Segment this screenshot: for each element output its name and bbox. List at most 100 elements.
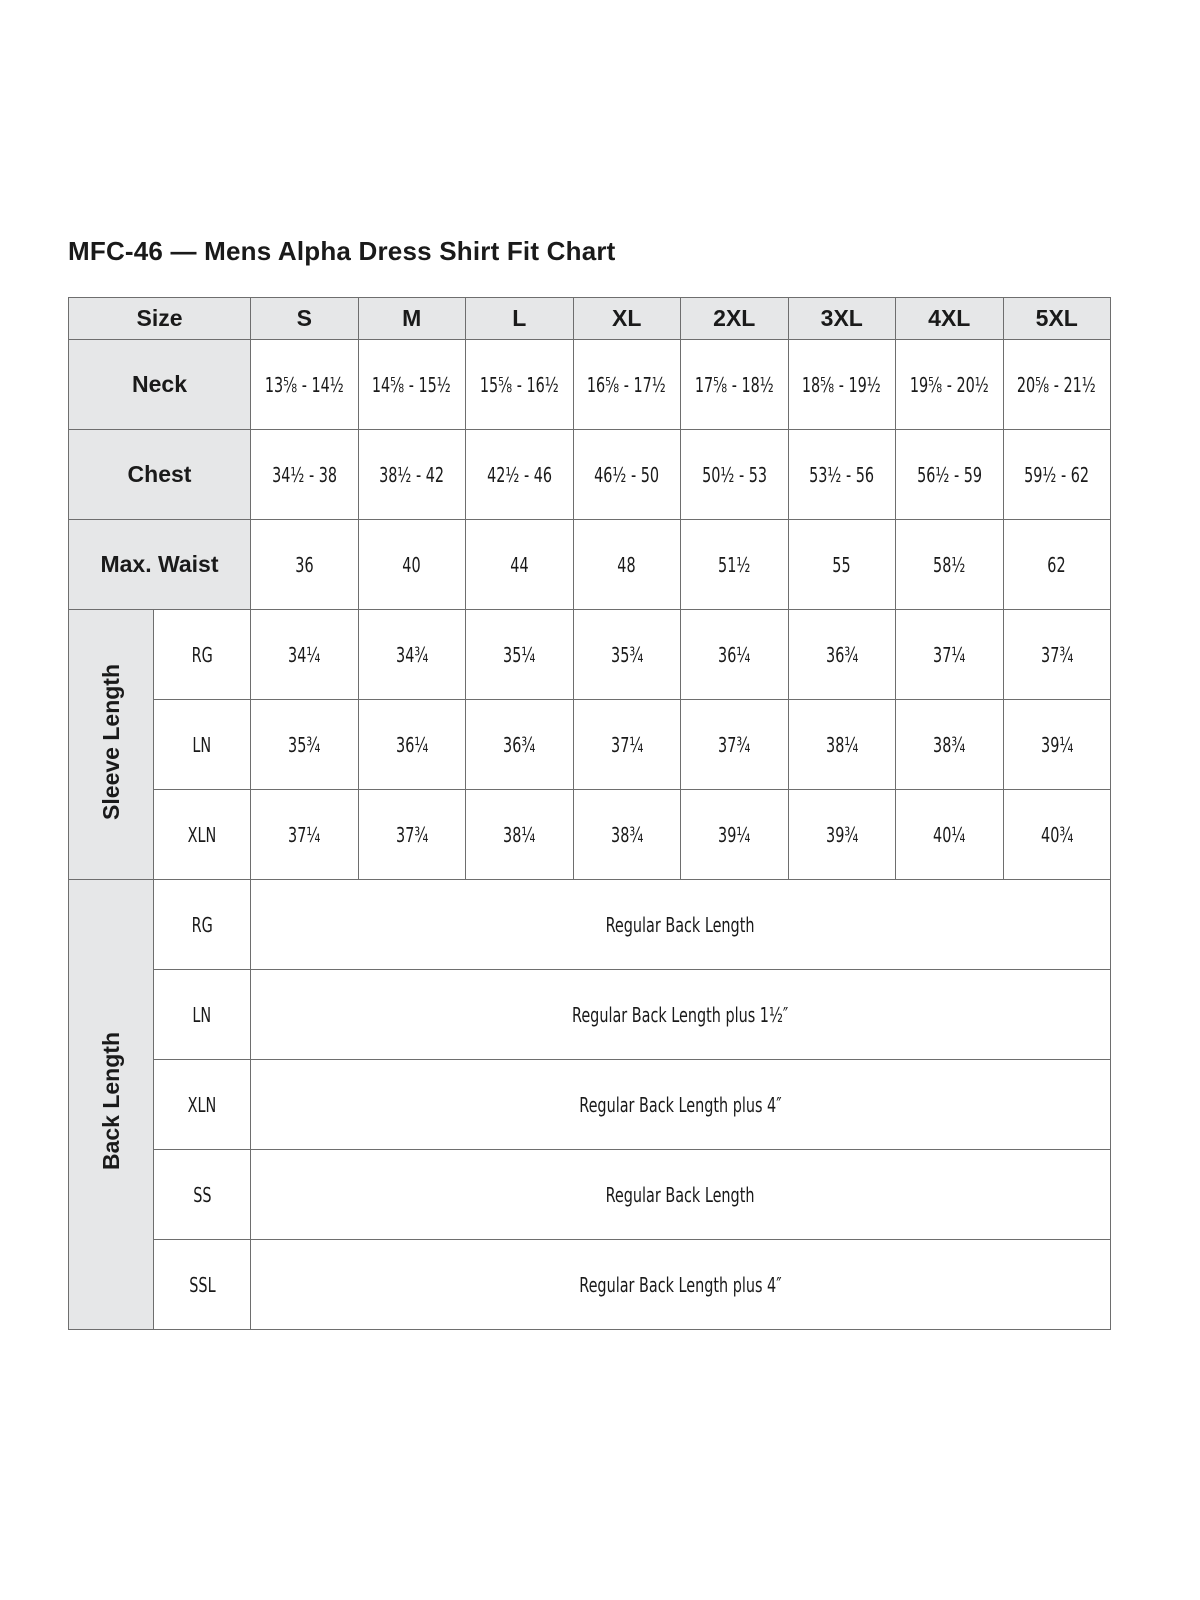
- back-row: SS Regular Back Length: [69, 1149, 1111, 1240]
- sleeve-row: LN 35¾ 36¼ 36¾ 37¼ 37¾ 38¼ 38¾ 39¼: [69, 699, 1111, 790]
- size-header-text: Size: [136, 305, 183, 331]
- back-fit-label-text: XLN: [187, 1092, 217, 1117]
- sleeve-value-text: 36¼: [718, 642, 751, 667]
- sleeve-value-text: 35¾: [610, 642, 643, 667]
- sleeve-row: XLN 37¼ 37¾ 38¼ 38¾ 39¼ 39¾ 40¼ 40¾: [69, 789, 1111, 880]
- chest-value-text: 34½ - 38: [271, 462, 337, 487]
- back-length-value-text: Regular Back Length: [606, 1182, 755, 1207]
- sleeve-value-text: 40¾: [1040, 822, 1073, 847]
- neck-value-text: 16⅝ - 17½: [587, 372, 667, 397]
- size-column-header-text: 4XL: [928, 305, 971, 331]
- sleeve-value: 39¾: [787, 789, 896, 880]
- sleeve-value: 37¼: [572, 699, 681, 790]
- chest-value-text: 59½ - 62: [1024, 462, 1090, 487]
- neck-value: 16⅝ - 17½: [572, 339, 681, 430]
- sleeve-fit-label: XLN: [153, 789, 251, 880]
- neck-value: 15⅝ - 16½: [465, 339, 574, 430]
- waist-value-text: 51½: [718, 552, 751, 577]
- back-length-value-text: Regular Back Length: [606, 912, 755, 937]
- sleeve-value-text: 37¾: [1040, 642, 1073, 667]
- back-fit-label: LN: [153, 969, 251, 1060]
- header-row: Size S M L XL 2XL 3XL 4XL 5XL: [68, 297, 1111, 340]
- sleeve-value: 40¼: [895, 789, 1004, 880]
- sleeve-value: 37¼: [895, 609, 1004, 700]
- sleeve-value: 38¾: [895, 699, 1004, 790]
- size-column-header-text: L: [512, 305, 527, 331]
- size-column-header: S: [250, 297, 359, 340]
- waist-value: 36: [250, 519, 359, 610]
- back-length-value: Regular Back Length: [250, 1149, 1111, 1240]
- sleeve-value: 36¼: [680, 609, 789, 700]
- back-length-value: Regular Back Length plus 1½″: [250, 969, 1111, 1060]
- chest-row: Chest 34½ - 38 38½ - 42 42½ - 46 46½ - 50 50½…: [68, 429, 1111, 520]
- sleeve-value-text: 34¾: [395, 642, 428, 667]
- waist-value-text: 36: [295, 552, 314, 577]
- sleeve-value: 37¼: [250, 789, 359, 880]
- neck-value-text: 13⅝ - 14½: [264, 372, 344, 397]
- neck-value-text: 20⅝ - 21½: [1017, 372, 1097, 397]
- waist-value: 62: [1002, 519, 1111, 610]
- sleeve-value-text: 34¼: [288, 642, 321, 667]
- neck-label: Neck: [68, 339, 251, 430]
- sleeve-value: 37¾: [1002, 609, 1111, 700]
- chest-value-text: 53½ - 56: [809, 462, 875, 487]
- back-row: XLN Regular Back Length plus 4″: [69, 1059, 1111, 1150]
- sleeve-value: 36¾: [787, 609, 896, 700]
- waist-value: 55: [787, 519, 896, 610]
- chest-value-text: 38½ - 42: [379, 462, 445, 487]
- size-header: Size: [68, 297, 251, 340]
- size-column-header: XL: [572, 297, 681, 340]
- sleeve-value: 35¼: [465, 609, 574, 700]
- sleeve-value-text: 38¾: [933, 732, 966, 757]
- waist-value-text: 44: [510, 552, 529, 577]
- back-fit-label: RG: [153, 879, 251, 970]
- chest-value: 53½ - 56: [787, 429, 896, 520]
- waist-value-text: 40: [402, 552, 421, 577]
- neck-value-text: 15⅝ - 16½: [479, 372, 559, 397]
- chest-value: 42½ - 46: [465, 429, 574, 520]
- sleeve-fit-label-text: LN: [192, 732, 212, 757]
- size-column-header-text: 5XL: [1035, 305, 1078, 331]
- waist-value: 44: [465, 519, 574, 610]
- sleeve-value: 36¼: [357, 699, 466, 790]
- sleeve-value: 34¾: [357, 609, 466, 700]
- back-fit-label-text: SSL: [188, 1272, 216, 1297]
- sleeve-fit-label-text: XLN: [187, 822, 217, 847]
- size-column-header: 2XL: [680, 297, 789, 340]
- back-fit-label: SSL: [153, 1239, 251, 1330]
- back-row: LN Regular Back Length plus 1½″: [69, 969, 1111, 1060]
- sleeve-value: 34¼: [250, 609, 359, 700]
- neck-value: 14⅝ - 15½: [357, 339, 466, 430]
- sleeve-length-label: Sleeve Length: [68, 609, 154, 880]
- chest-value: 59½ - 62: [1002, 429, 1111, 520]
- sleeve-value: 39¼: [1002, 699, 1111, 790]
- waist-value: 48: [572, 519, 681, 610]
- sleeve-fit-label-text: RG: [191, 642, 213, 667]
- waist-value: 58½: [895, 519, 1004, 610]
- waist-value: 51½: [680, 519, 789, 610]
- neck-row: Neck 13⅝ - 14½ 14⅝ - 15½ 15⅝ - 16½ 16⅝ - 17½…: [68, 339, 1111, 430]
- back-length-value: Regular Back Length: [250, 879, 1111, 970]
- size-column-header-text: XL: [612, 305, 642, 331]
- chest-value: 50½ - 53: [680, 429, 789, 520]
- neck-value-text: 18⅝ - 19½: [802, 372, 882, 397]
- size-column-header: 5XL: [1002, 297, 1111, 340]
- chest-value-text: 50½ - 53: [701, 462, 767, 487]
- page-title: MFC-46 — Mens Alpha Dress Shirt Fit Char…: [68, 236, 616, 266]
- size-column-header: M: [357, 297, 466, 340]
- chest-value: 34½ - 38: [250, 429, 359, 520]
- size-column-header: 3XL: [787, 297, 896, 340]
- back-length-value-text: Regular Back Length plus 4″: [579, 1272, 782, 1297]
- sleeve-value: 35¾: [572, 609, 681, 700]
- size-column-header: 4XL: [895, 297, 1004, 340]
- sleeve-value: 36¾: [465, 699, 574, 790]
- back-fit-label: SS: [153, 1149, 251, 1240]
- back-length-label: Back Length: [68, 879, 154, 1330]
- chest-label-text: Chest: [127, 461, 192, 487]
- neck-value-text: 19⅝ - 20½: [909, 372, 989, 397]
- neck-value: 18⅝ - 19½: [787, 339, 896, 430]
- neck-value: 20⅝ - 21½: [1002, 339, 1111, 430]
- waist-value-text: 48: [617, 552, 636, 577]
- neck-value-text: 17⅝ - 18½: [694, 372, 774, 397]
- sleeve-value-text: 38¾: [610, 822, 643, 847]
